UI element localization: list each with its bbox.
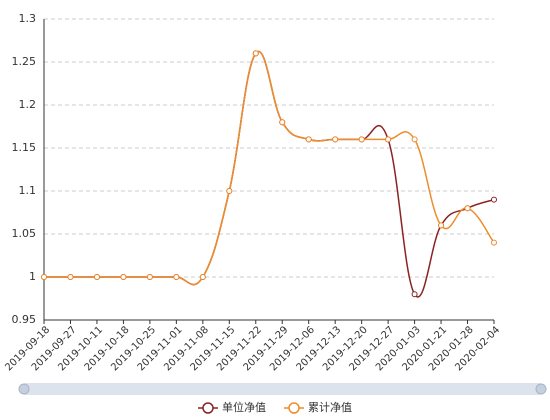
data-point [464,205,471,212]
data-point [491,196,497,203]
data-point [411,291,418,298]
series-line [44,50,495,298]
data-point [491,239,497,246]
y-tick-label: 1.1 [19,184,37,197]
legend-icon [288,402,300,414]
zoom-handle[interactable] [18,383,30,395]
data-point [120,274,127,280]
y-tick-label: 1 [29,270,36,283]
legend-label[interactable]: 累计净值 [308,400,352,414]
data-point [173,274,180,280]
data-point [305,136,312,143]
data-point [41,274,47,280]
data-point [252,50,259,57]
zoom-slider[interactable] [20,383,545,395]
y-tick-label: 1.2 [19,98,37,111]
data-point [67,274,74,280]
data-point [411,136,418,143]
y-tick-label: 1.3 [19,12,37,25]
data-point [199,274,206,280]
data-point [93,274,100,280]
data-point [332,136,339,143]
y-tick-label: 1.05 [12,227,37,240]
data-point [279,119,286,126]
legend-icon [202,402,214,414]
y-tick-label: 1.15 [12,141,37,154]
data-point [438,222,445,229]
data-point [226,188,233,194]
data-point [358,136,365,143]
series-line [44,50,495,286]
y-tick-label: 0.95 [12,313,37,326]
zoom-handle[interactable] [535,383,547,395]
data-point [385,136,392,143]
legend-label[interactable]: 单位净值 [222,400,266,414]
y-tick-label: 1.25 [12,55,37,68]
data-point [146,274,153,280]
